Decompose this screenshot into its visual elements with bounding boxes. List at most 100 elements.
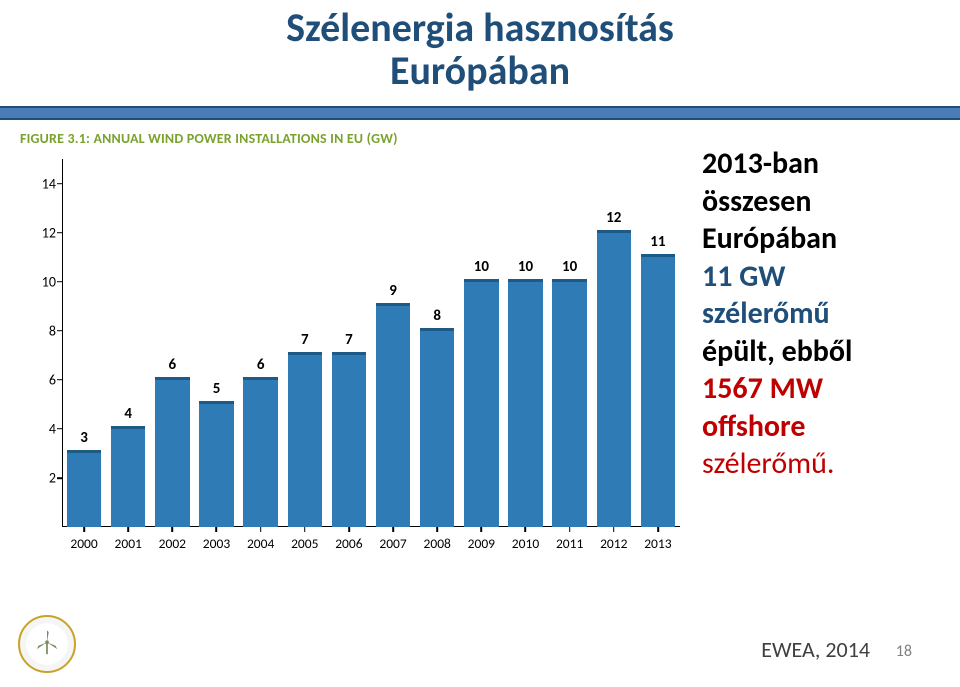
bar [332,355,366,527]
wind-turbine-icon [30,627,64,661]
bar-cap [641,254,675,257]
bar-value-label: 6 [239,356,283,374]
bar-slot: 102010 [503,159,547,527]
bar [67,453,101,527]
bar-cap [111,426,145,429]
side-l1a: 2013-ban [702,145,819,182]
bar [376,306,410,527]
side-l6: offshore [702,408,805,445]
x-category-label: 2013 [636,535,680,552]
bar-slot: 32000 [62,159,106,527]
bar [155,380,189,527]
bar-slot: 112013 [636,159,680,527]
title-line-2: Európában [0,49,960,92]
bar-slot: 42001 [106,159,150,527]
bar-value-label: 7 [283,331,327,349]
bar [641,257,675,527]
bar [464,282,498,527]
bar-slot: 52003 [194,159,238,527]
divider-bar [0,106,960,120]
bar-cap [67,450,101,453]
xtick-mark [613,527,615,532]
ytick-label: 8 [18,322,56,339]
ytick-label: 4 [18,420,56,437]
bars-container: 3200042001620025200362004720057200692007… [62,159,680,527]
xtick-mark [127,527,129,532]
bar [508,282,542,527]
bar [420,331,454,527]
bar-cap [464,279,498,282]
figure-caption: FIGURE 3.1: ANNUAL WIND POWER INSTALLATI… [18,130,688,147]
bar-value-label: 12 [592,209,636,227]
ytick-mark [57,428,62,430]
bar-value-label: 10 [503,258,547,276]
slide: Szélenergia hasznosítás Európában 2013-b… [0,0,960,687]
xtick-mark [569,527,571,532]
bar-cap [552,279,586,282]
bar-cap [508,279,542,282]
side-l3: 11 GW [702,258,785,295]
logo [18,615,76,673]
bar [111,429,145,527]
xtick-mark [525,527,527,532]
side-text: 2013-ban összesen Európában 11 GW széler… [702,145,912,483]
xtick-mark [304,527,306,532]
bar-slot: 102011 [548,159,592,527]
bar-value-label: 10 [459,258,503,276]
side-l2a: Európában [702,220,837,257]
x-category-label: 2007 [371,535,415,552]
ytick-label: 2 [18,469,56,486]
plot: 3200042001620025200362004720057200692007… [18,151,688,561]
bar [199,404,233,527]
bar-slot: 122012 [592,159,636,527]
bar-value-label: 7 [327,331,371,349]
bar-value-label: 6 [150,356,194,374]
x-category-label: 2010 [503,535,547,552]
page-number: 18 [896,642,912,661]
side-l4a: szélerőmű [702,295,830,332]
bar-slot: 92007 [371,159,415,527]
xtick-mark [657,527,659,532]
xtick-mark [172,527,174,532]
ytick-mark [57,330,62,332]
xtick-mark [83,527,85,532]
bar-cap [288,352,322,355]
x-category-label: 2011 [548,535,592,552]
source-text: EWEA, 2014 [761,636,870,663]
title-line-1: Szélenergia hasznosítás [0,6,960,49]
x-category-label: 2004 [239,535,283,552]
bar-cap [243,377,277,380]
bar-slot: 62004 [239,159,283,527]
bar-slot: 82008 [415,159,459,527]
bar [552,282,586,527]
bar-cap [199,401,233,404]
bar-cap [376,303,410,306]
bar-value-label: 10 [548,258,592,276]
bar-value-label: 9 [371,282,415,300]
bar [597,233,631,527]
x-category-label: 2006 [327,535,371,552]
ytick-mark [57,281,62,283]
x-category-label: 2009 [459,535,503,552]
bar-cap [332,352,366,355]
bar-slot: 62002 [150,159,194,527]
xtick-mark [260,527,262,532]
x-category-label: 2012 [592,535,636,552]
ytick-mark [57,477,62,479]
side-l7: szélerőmű. [702,445,834,482]
xtick-mark [216,527,218,532]
xtick-mark [481,527,483,532]
bar-slot: 102009 [459,159,503,527]
bar-value-label: 5 [194,380,238,398]
bar-value-label: 3 [62,429,106,447]
bar [288,355,322,527]
bar-cap [420,328,454,331]
bar-cap [155,377,189,380]
x-category-label: 2000 [62,535,106,552]
side-l4b: épült, ebből [702,333,852,370]
ytick-mark [57,232,62,234]
ytick-label: 10 [18,273,56,290]
side-l1b: összesen [702,183,811,220]
x-category-label: 2003 [194,535,238,552]
x-category-label: 2001 [106,535,150,552]
